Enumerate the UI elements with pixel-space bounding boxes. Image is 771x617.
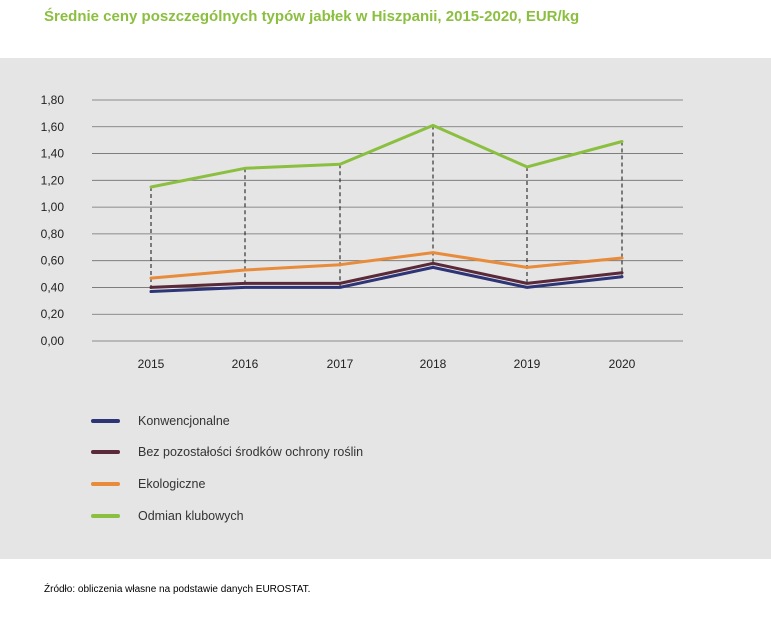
series-line [149,265,624,293]
data-point [149,290,153,293]
data-point [149,286,153,289]
data-point [431,266,435,269]
y-tick-label: 1,80 [41,93,65,107]
y-tick-label: 1,00 [41,200,65,214]
data-point [525,282,529,285]
data-point [243,167,247,170]
data-point [338,286,342,289]
data-point [243,268,247,272]
y-tick-label: 0,00 [41,334,65,348]
y-tick-label: 0,80 [41,227,65,241]
data-point [620,256,624,260]
series-line [149,261,624,289]
source-note: Źródło: obliczenia własne na podstawie d… [44,584,311,595]
y-tick-label: 0,40 [41,280,65,294]
data-point [620,271,624,274]
data-point [431,262,435,265]
data-point [338,163,342,166]
data-point [525,286,529,289]
data-point [338,263,342,266]
data-point [338,282,342,285]
data-point [525,266,529,269]
x-tick-label: 2015 [138,357,165,371]
legend-label: Ekologiczne [138,477,205,491]
data-point [431,251,435,254]
data-point [149,276,153,280]
y-tick-label: 0,60 [41,254,65,268]
chart-panel [0,58,771,559]
y-tick-label: 0,20 [41,307,65,321]
x-tick-label: 2018 [420,357,447,371]
y-tick-label: 1,40 [41,147,65,161]
legend-label: Bez pozostałości środków ochrony roślin [138,445,363,459]
series-line [149,123,624,189]
x-tick-label: 2019 [514,357,541,371]
data-point [431,124,435,127]
series-line [149,251,624,280]
chart-title: Średnie ceny poszczególnych typów jabłek… [44,8,580,25]
y-tick-label: 1,20 [41,173,65,187]
data-point [620,275,624,278]
legend-label: Konwencjonalne [138,414,230,428]
data-point [525,165,529,169]
data-point [149,185,153,189]
data-point [620,140,624,143]
data-point [243,282,247,285]
legend-label: Odmian klubowych [138,509,244,523]
x-tick-label: 2020 [609,357,636,371]
y-tick-label: 1,60 [41,120,65,134]
x-tick-label: 2017 [327,357,354,371]
x-tick-label: 2016 [232,357,259,371]
data-point [243,286,247,289]
